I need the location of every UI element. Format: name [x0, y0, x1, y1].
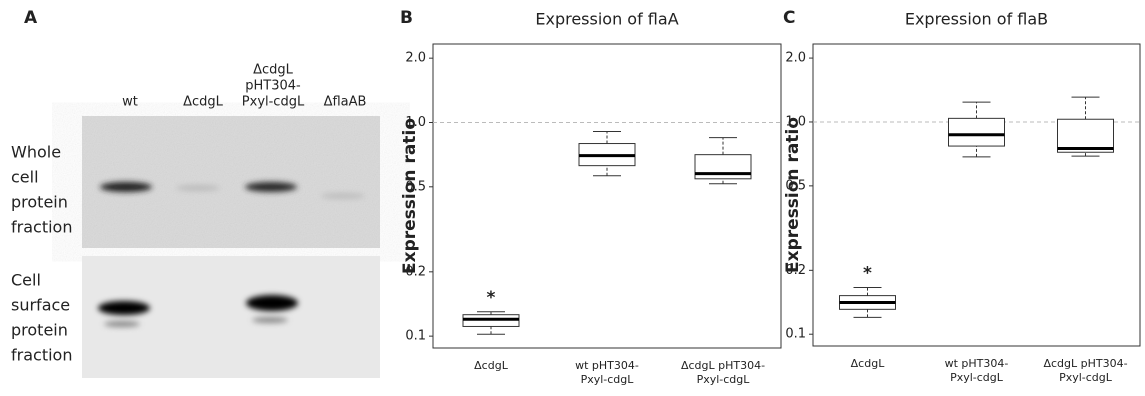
lane-label: ΔcdgL	[253, 63, 294, 78]
x-tick-label: wt pHT304-	[945, 357, 1009, 370]
x-tick-label: ΔcdgL pHT304-	[1043, 357, 1127, 370]
y-tick-label: 0.5	[785, 178, 806, 193]
y-tick-label: 1.0	[405, 115, 426, 130]
y-tick-label: 0.2	[785, 263, 806, 278]
row-label: fraction	[11, 218, 72, 237]
y-tick-label: 0.2	[405, 264, 426, 279]
y-tick-label: 2.0	[405, 51, 426, 66]
x-tick-label: Pxyl-cdgL	[697, 373, 751, 386]
y-tick-label: 1.0	[785, 114, 806, 129]
chart-title: Expression of flaB	[905, 10, 1048, 29]
row-label: protein	[11, 321, 68, 340]
y-tick-label: 2.0	[785, 51, 806, 66]
y-tick-label: 0.1	[785, 327, 806, 342]
chart-title: Expression of flaA	[535, 10, 678, 29]
lane-label: ΔflaAB	[324, 95, 367, 110]
lane-label: pHT304-	[245, 79, 301, 94]
x-tick-label: wt pHT304-	[575, 359, 639, 372]
y-axis-label: Expression ratio	[400, 118, 420, 274]
annotation: *	[863, 263, 872, 283]
y-axis-label: Expression ratio	[783, 117, 803, 273]
x-tick-label: Pxyl-cdgL	[950, 371, 1004, 384]
row-label: Cell	[11, 271, 41, 290]
y-tick-label: 0.5	[405, 179, 426, 194]
panel-label: A	[24, 8, 38, 28]
row-label: Whole	[11, 143, 61, 162]
plot-frame	[433, 44, 781, 348]
lane-label: wt	[122, 95, 138, 110]
x-tick-label: Pxyl-cdgL	[1059, 371, 1113, 384]
box	[949, 118, 1005, 146]
x-tick-label: ΔcdgL	[474, 359, 509, 372]
figure: A wtΔcdgLΔcdgLpHT304-Pxyl-cdgLΔflaABWhol…	[0, 0, 1145, 392]
y-tick-label: 0.1	[405, 329, 426, 344]
panel-label: B	[400, 8, 413, 28]
row-label: fraction	[11, 346, 72, 365]
box	[695, 155, 751, 179]
annotation: *	[487, 288, 496, 308]
lane-label: ΔcdgL	[183, 95, 224, 110]
row-label: cell	[11, 168, 39, 187]
blot-images	[82, 116, 380, 378]
x-tick-label: ΔcdgL pHT304-	[681, 359, 765, 372]
row-label: protein	[11, 193, 68, 212]
x-tick-label: Pxyl-cdgL	[581, 373, 635, 386]
x-tick-label: ΔcdgL	[851, 357, 886, 370]
lane-label: Pxyl-cdgL	[242, 95, 305, 110]
row-label: surface	[11, 296, 70, 315]
panel-label: C	[783, 8, 795, 28]
